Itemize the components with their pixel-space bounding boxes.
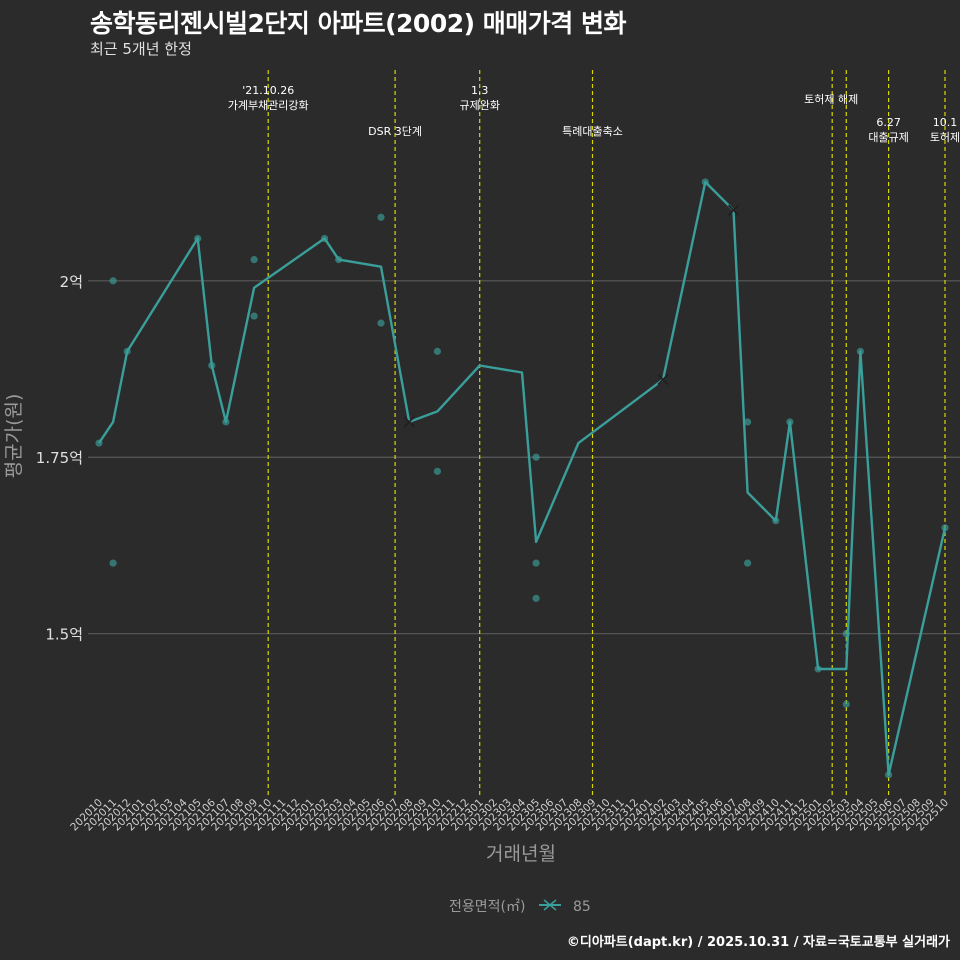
- data-point: [377, 319, 385, 327]
- data-point: [856, 347, 865, 355]
- legend-item-85: 85: [573, 899, 591, 915]
- data-point: [377, 213, 385, 221]
- data-point: [433, 347, 441, 355]
- chart-title: 송학동리젠시빌2단지 아파트(2002) 매매가격 변화: [90, 9, 626, 38]
- data-point: [744, 418, 752, 426]
- event-annotation: 6.27: [876, 116, 901, 129]
- data-point: [250, 256, 258, 264]
- event-annotation: DSR 3단계: [368, 125, 422, 138]
- event-annotation: 규제완화: [459, 99, 499, 112]
- legend-cross-swatch: [543, 899, 557, 911]
- cross-marker: [403, 416, 415, 428]
- data-point: [532, 559, 540, 567]
- event-annotation: 특례대출축소: [562, 125, 623, 138]
- y-tick-label: 1.75억: [36, 449, 83, 467]
- data-point: [250, 312, 258, 320]
- data-point: [786, 418, 794, 426]
- data-point: [941, 524, 949, 532]
- event-annotation: 가계부채관리강화: [228, 99, 309, 112]
- cross-marker: [727, 204, 740, 216]
- legend: 전용면적(㎡) 85: [449, 899, 591, 915]
- data-point: [814, 665, 822, 673]
- event-annotation: 10.1: [933, 116, 958, 129]
- cross-marker: [657, 374, 669, 386]
- event-annotation: 1.3: [471, 84, 489, 97]
- data-point: [95, 439, 103, 447]
- data-point: [335, 256, 343, 264]
- data-point: [842, 630, 850, 638]
- data-point: [772, 517, 780, 525]
- y-axis-label: 평균가(원): [3, 394, 25, 479]
- y-tick-label: 1.5억: [45, 626, 83, 644]
- event-annotation: '21.10.26: [242, 84, 294, 97]
- data-point: [123, 347, 131, 355]
- data-point: [744, 559, 752, 567]
- event-annotation: 토허제 해제: [804, 92, 858, 106]
- event-annotation: 대출규제: [868, 131, 908, 144]
- data-point: [109, 559, 117, 567]
- data-point: [532, 453, 540, 461]
- x-axis-label: 거래년월: [486, 843, 556, 865]
- series-85: [95, 178, 949, 779]
- data-point: [222, 418, 230, 426]
- chart-subtitle: 최근 5개년 한정: [90, 40, 192, 58]
- data-point: [842, 700, 850, 708]
- data-point: [701, 178, 709, 186]
- event-annotation: 토허제: [930, 131, 960, 144]
- y-tick-label: 2억: [60, 273, 83, 291]
- data-point: [433, 467, 441, 475]
- source-credit: ©디아파트(dapt.kr) / 2025.10.31 / 자료=국토교통부 실…: [566, 935, 950, 950]
- data-point: [109, 277, 117, 285]
- series-line: [98, 180, 947, 776]
- grid: [88, 280, 960, 635]
- legend-title: 전용면적(㎡): [449, 899, 525, 915]
- data-point: [208, 361, 216, 370]
- data-point: [885, 771, 893, 779]
- data-point: [194, 234, 202, 243]
- data-point: [532, 594, 540, 602]
- data-point: [321, 234, 329, 243]
- axes: 1.5억1.75억2억20201020201120201220210120210…: [36, 273, 951, 834]
